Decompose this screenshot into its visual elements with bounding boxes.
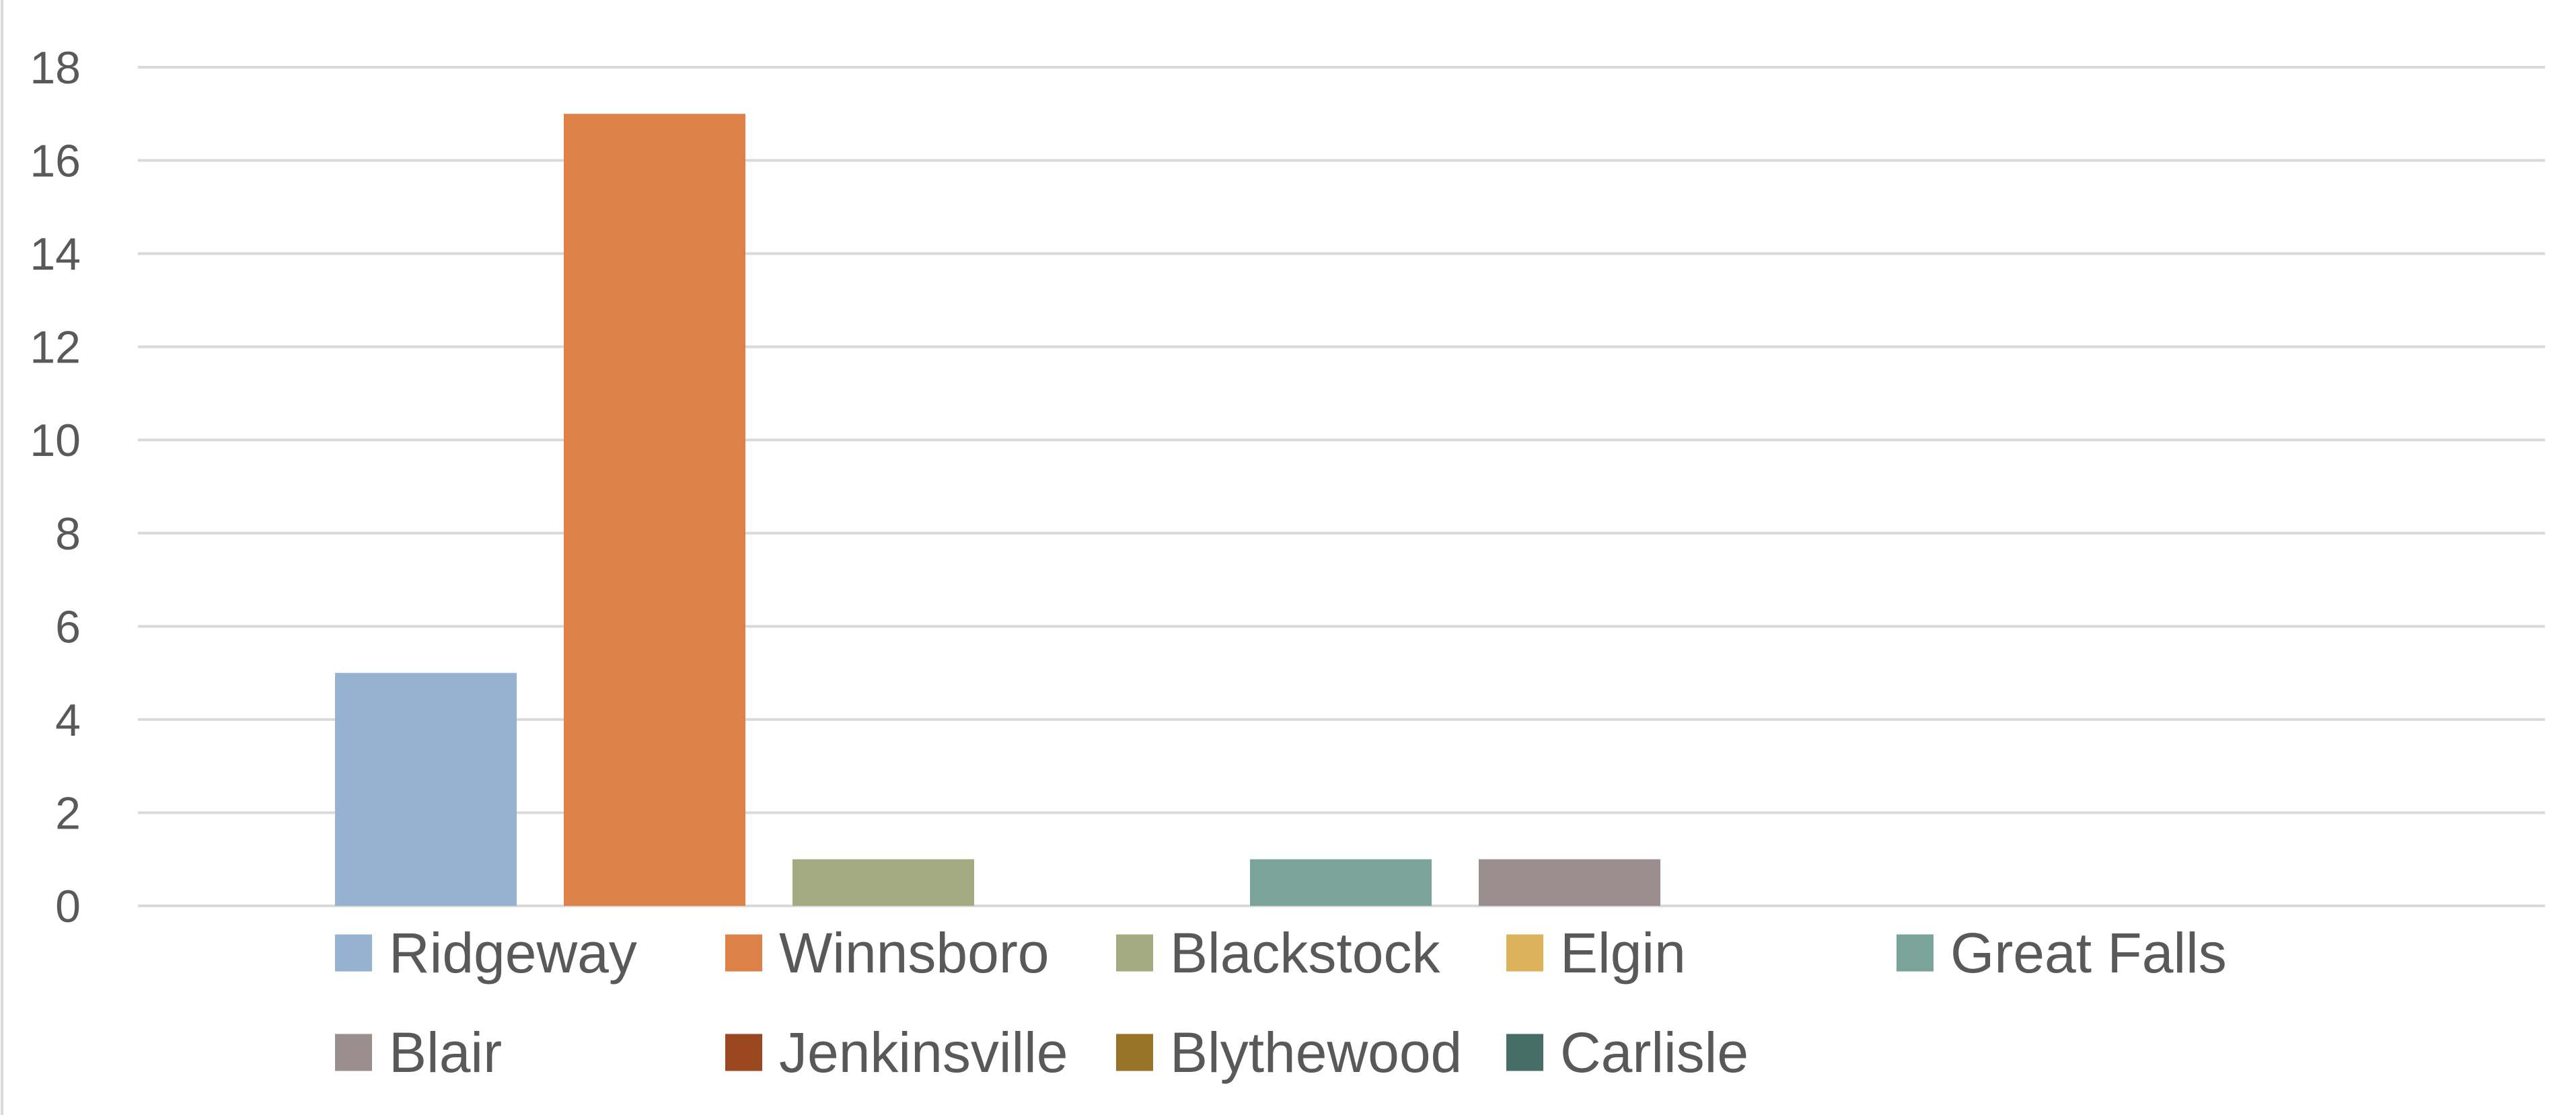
legend-item-elgin: Elgin [1506, 921, 1686, 985]
legend-item-winnsboro: Winnsboro [725, 921, 1050, 985]
legend-label: Winnsboro [779, 921, 1050, 985]
y-tick-label: 6 [55, 601, 81, 652]
legend-swatch [1897, 934, 1934, 972]
legend-swatch [335, 934, 372, 972]
legend-item-jenkinsville: Jenkinsville [725, 1021, 1068, 1084]
legend: Ridgeway Winnsboro Blackstock Elgin Great Fa… [335, 921, 2227, 1084]
legend-label: Blythewood [1170, 1021, 1462, 1084]
legend-label: Elgin [1560, 921, 1686, 985]
bar-great-falls [1250, 859, 1432, 906]
legend-label: Great Falls [1950, 921, 2227, 985]
legend-label: Ridgeway [389, 921, 637, 985]
legend-item-blackstock: Blackstock [1116, 921, 1440, 985]
y-tick-label: 18 [30, 42, 81, 93]
legend-swatch [1506, 934, 1543, 972]
y-tick-label: 4 [55, 695, 81, 746]
legend-label: Jenkinsville [779, 1021, 1068, 1084]
y-tick-label: 10 [30, 415, 81, 466]
legend-item-blythewood: Blythewood [1116, 1021, 1462, 1084]
legend-swatch [725, 934, 762, 972]
bar-blackstock [793, 859, 974, 906]
bar-blair [1479, 859, 1660, 906]
legend-swatch [725, 1034, 762, 1071]
legend-item-ridgeway: Ridgeway [335, 921, 637, 985]
legend-swatch [1116, 1034, 1153, 1071]
legend-swatch [1506, 1034, 1543, 1071]
bar-ridgeway [335, 672, 517, 906]
y-tick-label: 8 [55, 508, 81, 560]
gridlines [138, 66, 2545, 907]
y-tick-label: 2 [55, 787, 81, 839]
y-tick-label: 16 [30, 136, 81, 187]
y-tick-label: 0 [55, 881, 81, 932]
y-tick-label: 12 [30, 322, 81, 373]
y-tick-label: 14 [30, 229, 81, 280]
bars [335, 114, 1660, 906]
legend-item-carlisle: Carlisle [1506, 1021, 1749, 1084]
legend-label: Blackstock [1170, 921, 1440, 985]
legend-label: Blair [389, 1021, 502, 1084]
legend-swatch [1116, 934, 1153, 972]
legend-item-great-falls: Great Falls [1897, 921, 2227, 985]
legend-label: Carlisle [1560, 1021, 1749, 1084]
bar-winnsboro [564, 114, 745, 906]
legend-swatch [335, 1034, 372, 1071]
y-axis-tick-labels: 0 2 4 6 8 10 12 14 16 18 [30, 42, 81, 932]
legend-item-blair: Blair [335, 1021, 502, 1084]
